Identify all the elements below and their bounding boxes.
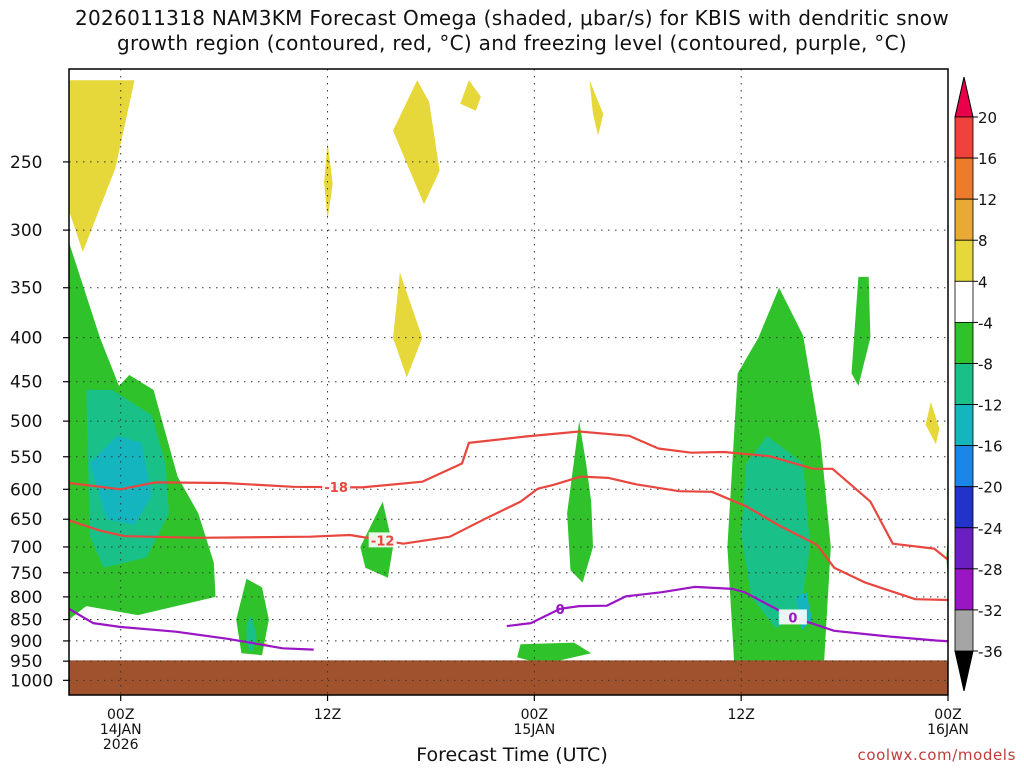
x-tick-label-54-1: 16JAN xyxy=(927,722,969,738)
y-tick-label-750: 750 xyxy=(10,564,42,584)
colorbar-box-1 xyxy=(954,157,974,200)
omega-region-0 xyxy=(69,80,135,252)
x-tick-label-6-0: 00Z xyxy=(107,707,134,723)
contour-label-3: 0 xyxy=(788,611,797,626)
contour-label-0: -18 xyxy=(324,481,348,496)
y-tick-label-250: 250 xyxy=(10,153,42,173)
contour-label-1: -12 xyxy=(371,534,395,549)
omega-shading xyxy=(69,80,948,666)
credit-text: coolwx.com/models xyxy=(857,746,1016,764)
y-tick-label-350: 350 xyxy=(10,279,42,299)
y-tick-label-1000: 1000 xyxy=(10,671,53,691)
x-tick-label-54-0: 00Z xyxy=(934,707,961,723)
chart-title-line-1: 2026011318 NAM3KM Forecast Omega (shaded… xyxy=(75,6,949,30)
x-axis-title: Forecast Time (UTC) xyxy=(416,744,608,766)
colorbar-label-8: -16 xyxy=(978,438,1003,456)
y-axis: 2503003504004505005506006507007508008509… xyxy=(10,153,69,691)
colorbar-box-6 xyxy=(954,363,974,405)
ground-fill xyxy=(69,660,948,695)
colorbar-label-6: -8 xyxy=(978,355,993,373)
omega-region-6 xyxy=(925,401,940,445)
omega-region-14 xyxy=(851,276,871,386)
colorbar-box-5 xyxy=(954,321,974,364)
colorbar-box-10 xyxy=(954,527,974,570)
colorbar-box-2 xyxy=(954,198,974,241)
colorbar-label-9: -20 xyxy=(978,479,1003,497)
colorbar-upper-arrow xyxy=(954,76,974,118)
contour-label-2: 0 xyxy=(556,603,565,618)
omega-region-17 xyxy=(741,435,811,629)
omega-region-1 xyxy=(393,80,440,205)
y-tick-label-800: 800 xyxy=(10,588,42,608)
omega-region-4 xyxy=(393,272,423,378)
y-tick-label-500: 500 xyxy=(10,412,42,432)
omega-region-2 xyxy=(460,80,481,111)
y-tick-label-900: 900 xyxy=(10,632,42,652)
x-tick-label-30-1: 15JAN xyxy=(513,722,555,738)
colorbar-label-12: -32 xyxy=(978,602,1003,620)
y-tick-label-650: 650 xyxy=(10,510,42,530)
y-tick-label-300: 300 xyxy=(10,221,42,241)
colorbar-box-0 xyxy=(954,116,974,159)
colorbar-label-11: -28 xyxy=(978,561,1003,579)
colorbar-label-0: 20 xyxy=(978,109,997,127)
contour--18-0 xyxy=(69,430,948,562)
colorbar-label-7: -12 xyxy=(978,397,1003,415)
colorbar-label-3: 8 xyxy=(978,232,988,250)
colorbar-label-1: 16 xyxy=(978,150,997,168)
omega-region-3 xyxy=(324,141,333,220)
chart-title-line-2: growth region (contoured, red, °C) and f… xyxy=(117,31,907,55)
y-tick-label-550: 550 xyxy=(10,448,42,468)
colorbar-box-3 xyxy=(954,239,974,282)
y-tick-label-600: 600 xyxy=(10,480,42,500)
y-tick-label-950: 950 xyxy=(10,652,42,672)
contour-0-3 xyxy=(506,585,948,643)
colorbar-box-11 xyxy=(954,568,974,611)
colorbar-lower-arrow xyxy=(954,650,974,692)
x-tick-label-30-0: 00Z xyxy=(521,707,548,723)
contour-label-bg-0 xyxy=(322,479,351,495)
y-tick-label-700: 700 xyxy=(10,538,42,558)
omega-region-9 xyxy=(236,578,269,656)
y-tick-label-400: 400 xyxy=(10,329,42,349)
colorbar-box-9 xyxy=(954,486,974,529)
omega-region-20 xyxy=(89,435,152,525)
x-tick-label-6-2: 2026 xyxy=(103,737,139,753)
contour--12-1 xyxy=(69,475,948,602)
contour-label-bg-1 xyxy=(368,532,397,548)
omega-region-11 xyxy=(567,421,593,583)
colorbar-box-7 xyxy=(954,404,974,447)
omega-region-5 xyxy=(589,80,604,136)
x-tick-label-6-1: 14JAN xyxy=(100,722,142,738)
colorbar-label-4: 4 xyxy=(978,273,988,291)
temperature-contours: -18 -12 0 0 xyxy=(69,430,948,651)
colorbar-label-2: 12 xyxy=(978,191,997,209)
contour-0-2 xyxy=(69,607,314,651)
x-tick-label-42-0: 12Z xyxy=(727,707,754,723)
colorbar: 20 16 12 8 4 -4 -8 -12 -16 -20 -24 -28 -32 -36 xyxy=(954,76,1003,692)
contour-label-bg-3 xyxy=(778,609,807,625)
colorbar-box-12 xyxy=(954,609,974,652)
colorbar-label-13: -36 xyxy=(978,643,1003,661)
y-tick-label-450: 450 xyxy=(10,373,42,393)
colorbar-label-10: -24 xyxy=(978,520,1003,538)
x-tick-label-18-0: 12Z xyxy=(314,707,341,723)
ground-layer xyxy=(69,660,948,695)
y-tick-label-850: 850 xyxy=(10,611,42,631)
colorbar-box-8 xyxy=(954,445,974,488)
colorbar-label-5: -4 xyxy=(978,314,993,332)
colorbar-box-4 xyxy=(954,280,974,323)
omega-region-12 xyxy=(517,642,592,665)
